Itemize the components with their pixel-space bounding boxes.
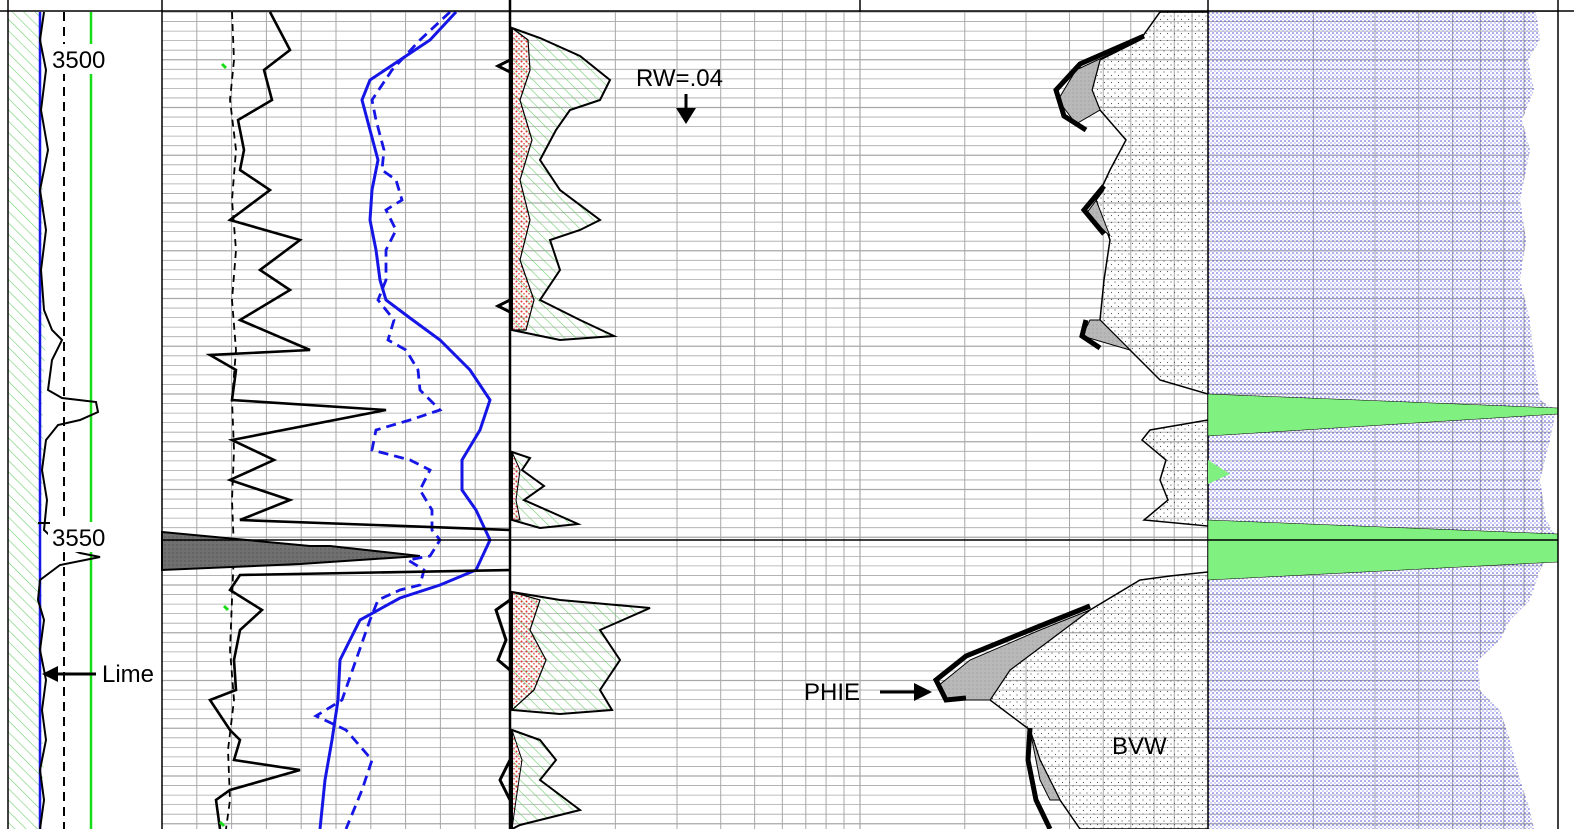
bvw-fill (988, 11, 1209, 829)
matrix-white-fill (1478, 12, 1574, 829)
porosity-fill-lower (511, 590, 651, 716)
porosity-red-lower (511, 591, 547, 712)
porosity-red-bottom (511, 729, 523, 829)
phie-arrow-icon (914, 683, 932, 701)
phie-curve (932, 33, 1146, 829)
track-4: PHIE BVW (804, 11, 1574, 829)
porosity-red-top (511, 26, 535, 331)
gamma-ray-curve (36, 11, 101, 829)
bvw-label: BVW (1112, 733, 1167, 760)
track-3-left-edge-curve (494, 58, 512, 801)
depth-label-bg-3550 (48, 522, 118, 552)
track-2 (161, 10, 511, 829)
phie-gray-fill (937, 39, 1141, 801)
lime-lithology-fill (8, 12, 46, 829)
rw-arrow-icon (676, 108, 696, 124)
depth-label-3550: 3550 (52, 525, 105, 552)
porosity-fill-middle (511, 450, 582, 530)
green-fill-band-2 (1208, 460, 1230, 484)
rw-label: RW=.04 (636, 65, 723, 92)
resistivity-shallow-curve (313, 10, 451, 829)
depth-label-bg-3500 (48, 44, 118, 74)
track-3: RW=.04 (494, 26, 723, 829)
micro-inverse-curve-lower (208, 568, 511, 829)
micro-green-tick-3 (218, 820, 226, 828)
micro-green-tick-1 (220, 62, 228, 70)
micro-inverse-curve (205, 11, 511, 532)
resistivity-deep-curve (318, 10, 492, 829)
lime-label: Lime (102, 661, 154, 688)
track-1: 3500 3550 Lime (8, 11, 154, 829)
micro-green-tick-2 (222, 604, 230, 612)
depth-label-3500: 3500 (52, 47, 105, 74)
lime-arrow-icon (42, 666, 58, 682)
porosity-fill-bottom (511, 728, 583, 829)
sp-curve (225, 11, 237, 829)
phie-label: PHIE (804, 679, 860, 706)
porosity-red-middle (511, 451, 521, 521)
porosity-fill-top (511, 26, 618, 342)
